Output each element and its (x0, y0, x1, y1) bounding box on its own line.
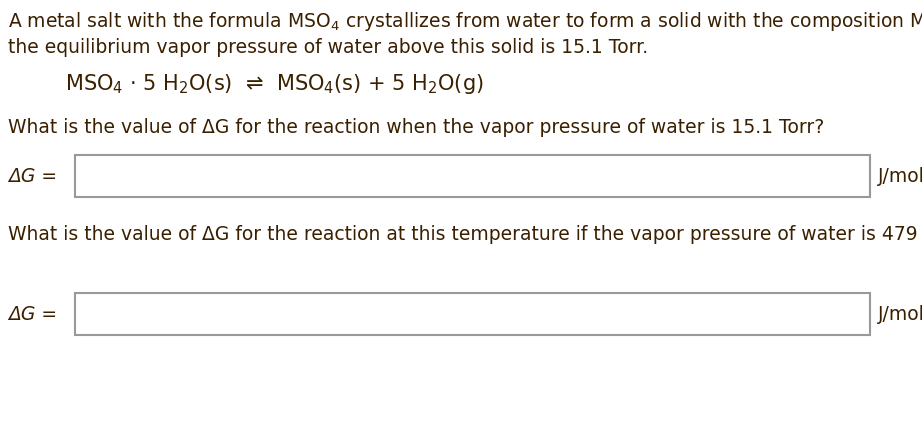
FancyBboxPatch shape (75, 155, 870, 197)
FancyBboxPatch shape (75, 293, 870, 335)
Text: ΔG =: ΔG = (8, 166, 57, 186)
Text: J/mol: J/mol (878, 305, 922, 324)
Text: A metal salt with the formula MSO$_{4}$ crystallizes from water to form a solid : A metal salt with the formula MSO$_{4}$ … (8, 10, 922, 33)
Text: What is the value of ΔG for the reaction when the vapor pressure of water is 15.: What is the value of ΔG for the reaction… (8, 118, 824, 137)
Text: J/mol: J/mol (878, 166, 922, 186)
Text: MSO$_{4}$ · 5 H$_{2}$O(s)  ⇌  MSO$_{4}$(s) + 5 H$_{2}$O(g): MSO$_{4}$ · 5 H$_{2}$O(s) ⇌ MSO$_{4}$(s)… (65, 72, 484, 96)
Text: the equilibrium vapor pressure of water above this solid is 15.1 Torr.: the equilibrium vapor pressure of water … (8, 38, 648, 57)
Text: ΔG =: ΔG = (8, 305, 57, 324)
Text: What is the value of ΔG for the reaction at this temperature if the vapor pressu: What is the value of ΔG for the reaction… (8, 225, 922, 244)
